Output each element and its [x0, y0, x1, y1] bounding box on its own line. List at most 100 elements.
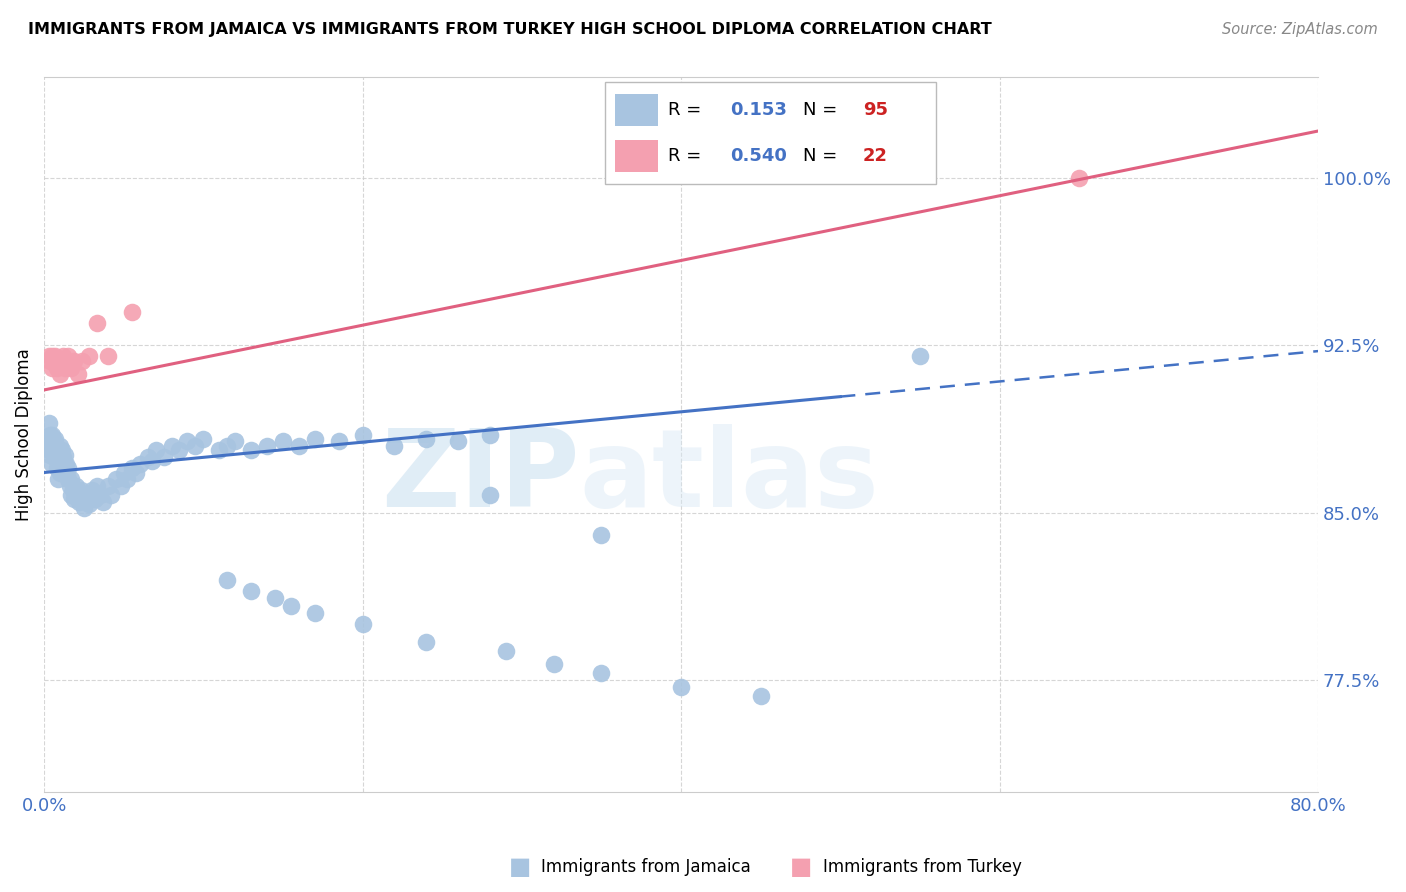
Point [91, 494, 114, 508]
Point [42, 443, 65, 458]
Point [77, 350, 100, 364]
Point [145, 443, 167, 458]
Y-axis label: High School Diploma: High School Diploma [15, 348, 32, 521]
Point [1069, 170, 1091, 185]
Point [42, 434, 65, 449]
Point [42, 354, 65, 368]
Point [56, 472, 79, 486]
Point [44, 448, 66, 462]
Point [49, 450, 72, 464]
Point [115, 472, 138, 486]
Point [55, 457, 77, 471]
Text: ■: ■ [790, 855, 813, 879]
Point [125, 466, 148, 480]
Point [48, 454, 70, 468]
Point [193, 432, 215, 446]
Point [208, 443, 231, 458]
Point [39, 448, 62, 462]
Point [280, 599, 302, 614]
Text: 0.153: 0.153 [731, 101, 787, 119]
Text: ZIP: ZIP [381, 425, 579, 531]
Point [217, 439, 239, 453]
Point [224, 434, 246, 449]
Point [69, 483, 91, 498]
Point [52, 466, 75, 480]
Bar [614, 140, 658, 172]
Text: ■: ■ [509, 855, 531, 879]
Point [141, 454, 163, 468]
Point [45, 443, 67, 458]
Point [41, 360, 63, 375]
Point [51, 457, 73, 471]
Point [97, 479, 120, 493]
Text: Immigrants from Jamaica: Immigrants from Jamaica [541, 858, 751, 876]
Point [128, 457, 150, 471]
Text: R =: R = [668, 147, 707, 165]
Text: N =: N = [803, 147, 838, 165]
Point [37, 439, 59, 453]
Point [240, 583, 263, 598]
Point [58, 479, 80, 493]
Point [479, 427, 502, 442]
Point [591, 528, 613, 542]
Point [256, 439, 278, 453]
Point [53, 448, 76, 462]
Point [56, 461, 79, 475]
Point [66, 488, 89, 502]
Point [543, 657, 565, 672]
Point [271, 434, 294, 449]
Point [39, 354, 62, 368]
Point [67, 494, 90, 508]
Point [76, 488, 98, 502]
Point [72, 492, 94, 507]
Point [447, 434, 470, 449]
Point [49, 466, 72, 480]
Point [77, 497, 100, 511]
Point [495, 644, 517, 658]
Point [669, 680, 692, 694]
Text: IMMIGRANTS FROM JAMAICA VS IMMIGRANTS FROM TURKEY HIGH SCHOOL DIPLOMA CORRELATIO: IMMIGRANTS FROM JAMAICA VS IMMIGRANTS FR… [28, 22, 991, 37]
Point [52, 350, 75, 364]
Point [49, 368, 72, 382]
Text: 95: 95 [863, 101, 889, 119]
Point [44, 350, 66, 364]
Point [86, 479, 108, 493]
Point [328, 434, 350, 449]
Bar [614, 95, 658, 126]
Point [84, 492, 107, 507]
Point [53, 461, 76, 475]
Point [240, 443, 263, 458]
Point [41, 427, 63, 442]
Point [384, 439, 406, 453]
Point [60, 360, 83, 375]
Point [53, 360, 76, 375]
Point [72, 354, 94, 368]
Point [65, 479, 87, 493]
Point [176, 434, 198, 449]
Point [304, 606, 326, 620]
Point [41, 457, 63, 471]
Point [264, 591, 287, 605]
Point [38, 350, 60, 364]
Text: Source: ZipAtlas.com: Source: ZipAtlas.com [1222, 22, 1378, 37]
Point [45, 461, 67, 475]
Point [136, 450, 159, 464]
Point [217, 573, 239, 587]
Point [51, 443, 73, 458]
Point [184, 439, 207, 453]
Point [42, 450, 65, 464]
Point [749, 689, 772, 703]
Text: atlas: atlas [579, 425, 879, 531]
Point [169, 443, 191, 458]
Point [62, 483, 84, 498]
Point [100, 488, 122, 502]
Text: 22: 22 [863, 147, 889, 165]
Point [73, 501, 96, 516]
Point [97, 350, 120, 364]
Point [52, 450, 75, 464]
Point [41, 439, 63, 453]
Point [48, 354, 70, 368]
Point [86, 316, 108, 330]
Point [104, 472, 127, 486]
Point [39, 427, 62, 442]
